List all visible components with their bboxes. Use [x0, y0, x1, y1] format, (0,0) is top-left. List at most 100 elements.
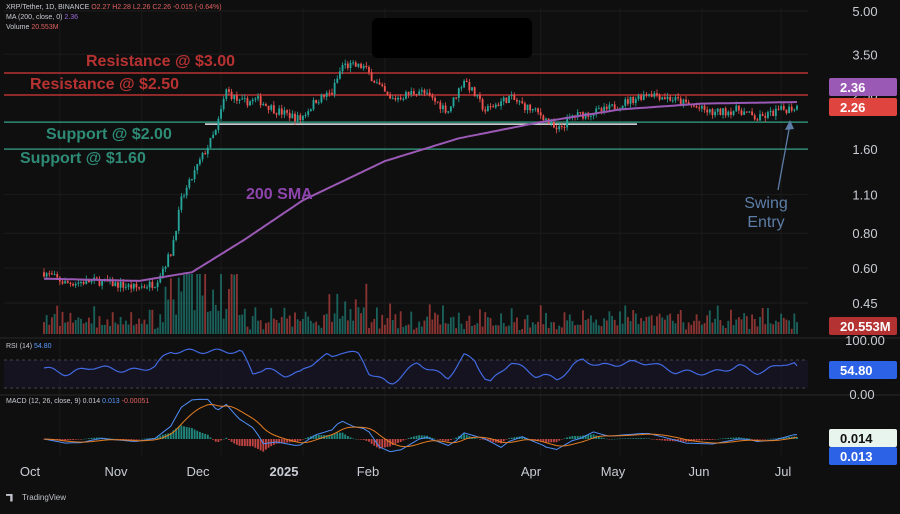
- swing-arrow-shaft: [777, 123, 791, 191]
- candle-body: [759, 114, 761, 121]
- price-tick-label: 1.60: [852, 142, 877, 157]
- macd-hist-bar: [420, 435, 423, 439]
- macd-signal-line: [43, 403, 798, 448]
- macd-hist-bar: [648, 438, 650, 439]
- price-tick-label: 3.50: [852, 47, 877, 62]
- candle-body: [370, 72, 373, 81]
- candle-body: [315, 100, 318, 104]
- volume-bar: [72, 322, 74, 334]
- candle-body: [650, 94, 653, 97]
- candle-body: [198, 159, 201, 165]
- macd-label: MACD (12, 26, close, 9): [6, 398, 81, 405]
- macd-hist-bar: [431, 437, 434, 439]
- volume-bar: [315, 321, 318, 334]
- volume-bar: [772, 324, 775, 334]
- macd-hist-bar: [90, 437, 93, 439]
- macd-hist-bar: [737, 437, 740, 439]
- macd-hist-bar: [584, 435, 587, 439]
- volume-bar: [523, 319, 526, 334]
- macd-hist-bar: [265, 439, 267, 450]
- candle-body: [117, 282, 119, 288]
- candle-body: [167, 254, 170, 267]
- candle-body: [90, 280, 93, 283]
- candle-body: [608, 104, 611, 110]
- macd-legend: MACD (12, 26, close, 9) 0.014 0.013 -0.0…: [6, 398, 149, 405]
- candle-body: [687, 102, 690, 105]
- candle-body: [703, 105, 706, 110]
- candle-body: [114, 282, 117, 287]
- volume-bar: [209, 311, 212, 334]
- volume-bar: [238, 315, 241, 334]
- candle-body: [352, 62, 355, 64]
- candle-body: [405, 92, 407, 99]
- entry-label: Entry: [747, 214, 784, 231]
- candle-body: [302, 115, 304, 121]
- macd-hist-bar: [479, 439, 481, 440]
- candle-body: [146, 287, 148, 289]
- candle-body: [531, 109, 534, 111]
- macd-hist-bar: [571, 435, 574, 439]
- macd-signal-badge: 0.013: [840, 449, 873, 464]
- macd-hist-bar: [685, 439, 687, 442]
- volume-bar: [774, 320, 777, 334]
- macd-hist-bar: [785, 437, 788, 439]
- candle-body: [626, 99, 629, 104]
- volume-bar: [624, 305, 627, 334]
- volume-bar: [154, 328, 156, 334]
- candle-body: [769, 110, 772, 113]
- candle-body: [172, 239, 175, 256]
- volume-bar: [452, 316, 455, 334]
- volume-bar: [745, 316, 748, 334]
- volume-bar: [563, 312, 566, 334]
- macd-hist-bar: [183, 426, 185, 439]
- volume-bar: [48, 324, 51, 334]
- candle-body: [243, 98, 246, 100]
- macd-hist-bar: [259, 439, 262, 451]
- candle-body: [529, 104, 532, 111]
- candle-body: [656, 93, 658, 96]
- macd-hist-bar: [600, 437, 603, 439]
- macd-hist-bar: [286, 439, 288, 443]
- macd-hist-bar: [516, 436, 518, 439]
- macd-hist-bar: [642, 438, 645, 439]
- volume-bar: [341, 315, 344, 334]
- candle-body: [111, 279, 114, 287]
- macd-hist-bar: [579, 435, 582, 439]
- volume-bar: [267, 322, 270, 334]
- candle-body: [143, 286, 146, 288]
- volume-bar: [489, 318, 492, 334]
- candle-body: [278, 108, 281, 115]
- macd-hist-bar: [463, 433, 466, 439]
- candle-body: [415, 93, 418, 95]
- volume-bar: [788, 320, 790, 334]
- volume-bar: [275, 319, 278, 334]
- candle-body: [148, 281, 151, 288]
- volume-bar: [558, 325, 561, 334]
- candle-body: [743, 111, 746, 115]
- volume-bar: [724, 328, 727, 334]
- macd-hist-bar: [370, 439, 373, 444]
- volume-bar: [769, 323, 772, 334]
- swing-arrow-head: [785, 120, 794, 130]
- macd-hist-bar: [455, 437, 458, 439]
- volume-bar: [95, 327, 98, 334]
- volume-bar: [531, 322, 534, 334]
- macd-hist-bar: [558, 439, 561, 441]
- macd-hist-bar: [745, 438, 748, 439]
- candle-body: [98, 278, 101, 286]
- candle-body: [410, 91, 413, 95]
- volume-bar: [447, 323, 450, 334]
- macd-hist-bar: [658, 439, 661, 441]
- macd-hist-bar: [719, 438, 722, 440]
- candle-body: [484, 109, 487, 112]
- macd-hist-bar: [386, 439, 389, 447]
- macd-hist-bar: [328, 435, 331, 439]
- macd-hist-bar: [209, 437, 212, 439]
- volume-bar: [449, 317, 452, 334]
- macd-hist-bar: [188, 427, 191, 439]
- volume-bar: [547, 327, 550, 334]
- candle-body: [764, 115, 767, 118]
- macd-hist-bar: [397, 439, 399, 443]
- candle-body: [66, 281, 69, 283]
